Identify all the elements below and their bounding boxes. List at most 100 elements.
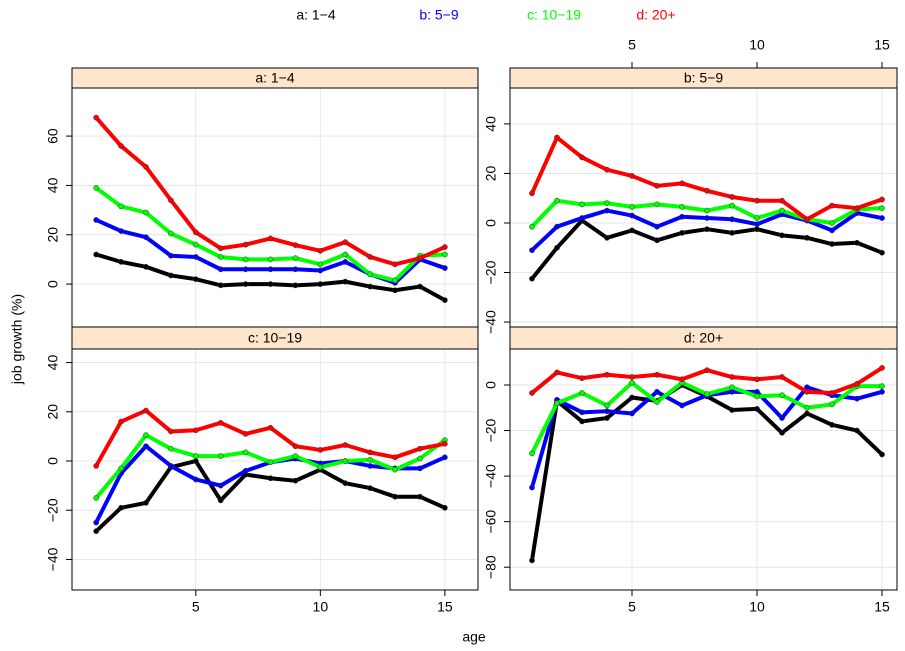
strip: [509, 326, 898, 350]
data-point: [829, 220, 835, 226]
data-point: [529, 484, 535, 491]
data-point: [604, 166, 610, 173]
y-tick-label: 40: [483, 116, 499, 132]
data-point: [292, 266, 299, 273]
y-tick-label: 0: [483, 381, 499, 389]
data-point: [267, 256, 274, 263]
data-point: [367, 283, 373, 290]
data-point: [629, 173, 635, 179]
data-point: [417, 283, 423, 290]
data-point: [217, 420, 224, 426]
data-point: [442, 440, 448, 447]
x-axis-label: age: [462, 629, 486, 645]
strip-title: c: 10−19: [248, 330, 302, 346]
data-point: [168, 272, 174, 279]
data-point: [367, 254, 373, 260]
data-point: [367, 463, 373, 469]
strip-title: d: 20+: [684, 330, 723, 346]
data-point: [192, 458, 199, 464]
data-point: [779, 232, 785, 239]
y-tick-label: −40: [483, 464, 499, 488]
data-point: [529, 190, 535, 197]
data-point: [729, 202, 735, 209]
data-point: [604, 207, 610, 214]
y-tick-label: −60: [483, 510, 499, 534]
x-tick-label: 15: [874, 37, 890, 53]
data-point: [529, 390, 535, 396]
data-point: [342, 458, 349, 464]
data-point: [292, 282, 299, 289]
legend-label: c: 10−19: [527, 7, 581, 23]
data-point: [829, 227, 835, 234]
data-point: [554, 244, 560, 251]
data-point: [367, 449, 373, 456]
data-point: [342, 259, 349, 265]
data-point: [629, 227, 635, 234]
data-point: [143, 407, 149, 414]
data-point: [392, 493, 398, 500]
data-point: [292, 477, 299, 484]
data-point: [417, 455, 423, 462]
data-point: [729, 384, 735, 391]
data-point: [217, 266, 224, 273]
strip: [509, 67, 898, 89]
data-point: [93, 495, 100, 501]
y-tick-label: −20: [45, 498, 61, 522]
data-point: [242, 241, 249, 248]
data-point: [579, 201, 585, 208]
data-point: [754, 226, 760, 233]
y-tick-label: −40: [45, 547, 61, 571]
data-point: [679, 230, 685, 236]
data-point: [417, 465, 423, 472]
x-tick-label: 10: [749, 599, 765, 615]
data-point: [143, 443, 149, 450]
data-point: [292, 453, 299, 459]
data-point: [118, 259, 124, 265]
data-point: [604, 415, 610, 421]
data-point: [529, 450, 535, 457]
data-point: [292, 443, 299, 450]
data-point: [754, 197, 760, 204]
data-point: [392, 261, 398, 268]
data-point: [367, 456, 373, 463]
data-point: [93, 251, 100, 258]
data-point: [143, 263, 149, 270]
x-tick-label: 15: [874, 599, 890, 615]
data-point: [604, 408, 610, 415]
data-point: [192, 229, 199, 236]
data-point: [192, 453, 199, 459]
x-tick-label: 5: [628, 37, 636, 53]
data-point: [554, 400, 560, 407]
data-point: [879, 451, 885, 458]
y-tick-label: −20: [483, 260, 499, 284]
data-point: [143, 500, 149, 506]
data-point: [392, 287, 398, 294]
strip-title: a: 1−4: [255, 70, 295, 86]
panel-plot: [72, 88, 478, 327]
x-tick-label: 10: [749, 37, 765, 53]
data-point: [754, 215, 760, 221]
data-point: [168, 252, 174, 259]
data-point: [679, 204, 685, 210]
data-point: [292, 242, 299, 248]
data-point: [729, 374, 735, 380]
data-point: [118, 504, 124, 511]
data-point: [579, 418, 585, 425]
data-point: [679, 402, 685, 409]
data-point: [442, 454, 448, 461]
data-point: [242, 449, 249, 456]
data-point: [168, 197, 174, 204]
data-point: [704, 391, 710, 397]
data-point: [442, 297, 448, 303]
data-point: [629, 212, 635, 219]
data-point: [242, 468, 249, 474]
data-point: [804, 388, 810, 395]
data-point: [604, 200, 610, 207]
strip: [71, 67, 479, 89]
data-point: [654, 182, 660, 189]
data-point: [342, 278, 349, 285]
strip: [71, 326, 479, 350]
data-point: [442, 251, 448, 258]
data-point: [118, 465, 124, 472]
data-point: [342, 239, 349, 246]
